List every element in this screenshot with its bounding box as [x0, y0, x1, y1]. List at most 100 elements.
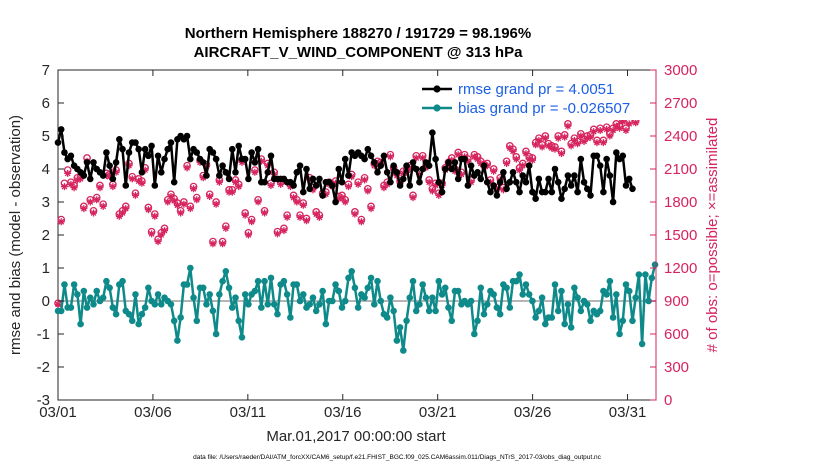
rmse-point [361, 155, 368, 163]
obs-assimilated-marker [131, 191, 139, 199]
chart-title: Northern Hemisphere 188270 / 191729 = 98… [185, 25, 531, 42]
obs-assimilated-marker [522, 150, 530, 158]
obs-assimilated-marker [367, 205, 375, 213]
bias-point [422, 294, 430, 302]
obs-assimilated-marker [90, 209, 98, 217]
obs-assimilated-marker [361, 176, 369, 184]
obs-assimilated-marker [428, 187, 436, 195]
rmse-point [251, 159, 259, 166]
obs-assimilated-marker [357, 218, 365, 226]
obs-assimilated-marker [477, 160, 485, 167]
obs-assimilated-marker [167, 193, 175, 200]
rmse-point [338, 178, 346, 186]
x-tick-label: 03/01 [39, 404, 77, 421]
x-tick-label: 03/31 [609, 404, 647, 421]
bias-point [616, 330, 623, 338]
rmse-point [409, 159, 417, 166]
obs-assimilated-marker [180, 200, 188, 208]
obs-assimilated-marker [106, 173, 114, 181]
rmse-point [380, 152, 388, 160]
rmse-point [377, 162, 385, 169]
obs-assimilated-marker [251, 168, 259, 176]
bias-point [551, 281, 559, 288]
rmse-point [551, 165, 559, 173]
obs-assimilated-marker [499, 186, 507, 194]
bias-point [490, 291, 497, 298]
obs-assimilated-marker [267, 182, 275, 189]
obs-assimilated-marker [632, 119, 640, 127]
bias-point [203, 301, 210, 308]
bias-point [345, 274, 352, 282]
bias-point [80, 287, 88, 295]
rmse-point [154, 152, 162, 160]
rmse-point [264, 169, 272, 176]
bias-point [583, 301, 591, 308]
bias-point [338, 304, 346, 311]
obs-assimilated-marker [593, 139, 601, 147]
bias-point [516, 271, 523, 278]
rmse-point [141, 145, 149, 153]
bias-point [83, 304, 91, 311]
obs-assimilated-marker [206, 193, 214, 200]
obs-assimilated-marker [383, 180, 391, 188]
bias-point [625, 287, 633, 295]
bias-point [558, 287, 565, 295]
rmse-point [625, 175, 633, 183]
bias-point [638, 340, 646, 348]
rmse-point [629, 185, 636, 193]
y-left-tick-label: 0 [42, 293, 50, 310]
bias-point [190, 294, 197, 302]
bias-point [264, 301, 272, 308]
bias-point [193, 317, 201, 325]
rmse-point [151, 182, 159, 189]
bias-point [606, 277, 614, 285]
rmse-point [432, 155, 439, 163]
bias-point [319, 287, 326, 295]
bias-point [425, 307, 433, 315]
bias-point [603, 291, 610, 298]
bias-point [151, 301, 159, 308]
bias-point [329, 297, 336, 305]
rmse-point [467, 162, 475, 169]
y-left-tick-label: 2 [42, 227, 50, 244]
rmse-point [583, 185, 591, 193]
rmse-point [406, 182, 414, 189]
rmse-point [112, 159, 120, 166]
obs-assimilated-marker [315, 213, 323, 221]
obs-assimilated-marker [228, 188, 236, 196]
y-right-tick-label: 2100 [664, 161, 697, 178]
bias-point [245, 301, 252, 308]
bias-point [238, 334, 246, 341]
bias-point [561, 320, 568, 328]
rmse-point [193, 149, 201, 156]
rmse-point [116, 136, 123, 143]
rmse-point [135, 145, 142, 153]
bias-point [377, 297, 385, 305]
bias-point [109, 304, 117, 311]
obs-assimilated-marker [619, 118, 627, 126]
rmse-point [480, 162, 488, 169]
rmse-point [522, 178, 530, 186]
rmse-point [125, 149, 133, 156]
data-file-footnote: data file: /Users/raeder/DAI/ATM_forcXX/… [193, 454, 602, 461]
obs-assimilated-marker [70, 184, 78, 192]
obs-assimilated-marker [419, 154, 427, 162]
obs-assimilated-marker [115, 212, 123, 220]
bias-point [474, 317, 481, 325]
obs-assimilated-marker [183, 164, 191, 172]
obs-assimilated-marker [248, 218, 256, 226]
rmse-point [316, 175, 323, 183]
obs-assimilated-marker [512, 155, 520, 163]
x-tick-label: 03/06 [134, 404, 172, 421]
rmse-point [212, 155, 220, 163]
obs-assimilated-marker [99, 202, 107, 210]
bias-point [209, 307, 217, 315]
y-left-tick-label: 5 [42, 128, 50, 145]
obs-assimilated-marker [609, 127, 617, 134]
bias-point [274, 310, 281, 318]
rmse-point [609, 198, 617, 206]
y-axis-right-label: # of obs: o=possible; ×=assimilated [704, 118, 721, 353]
obs-assimilated-marker [528, 156, 536, 164]
obs-assimilated-marker [577, 132, 585, 140]
rmse-point [122, 182, 130, 189]
